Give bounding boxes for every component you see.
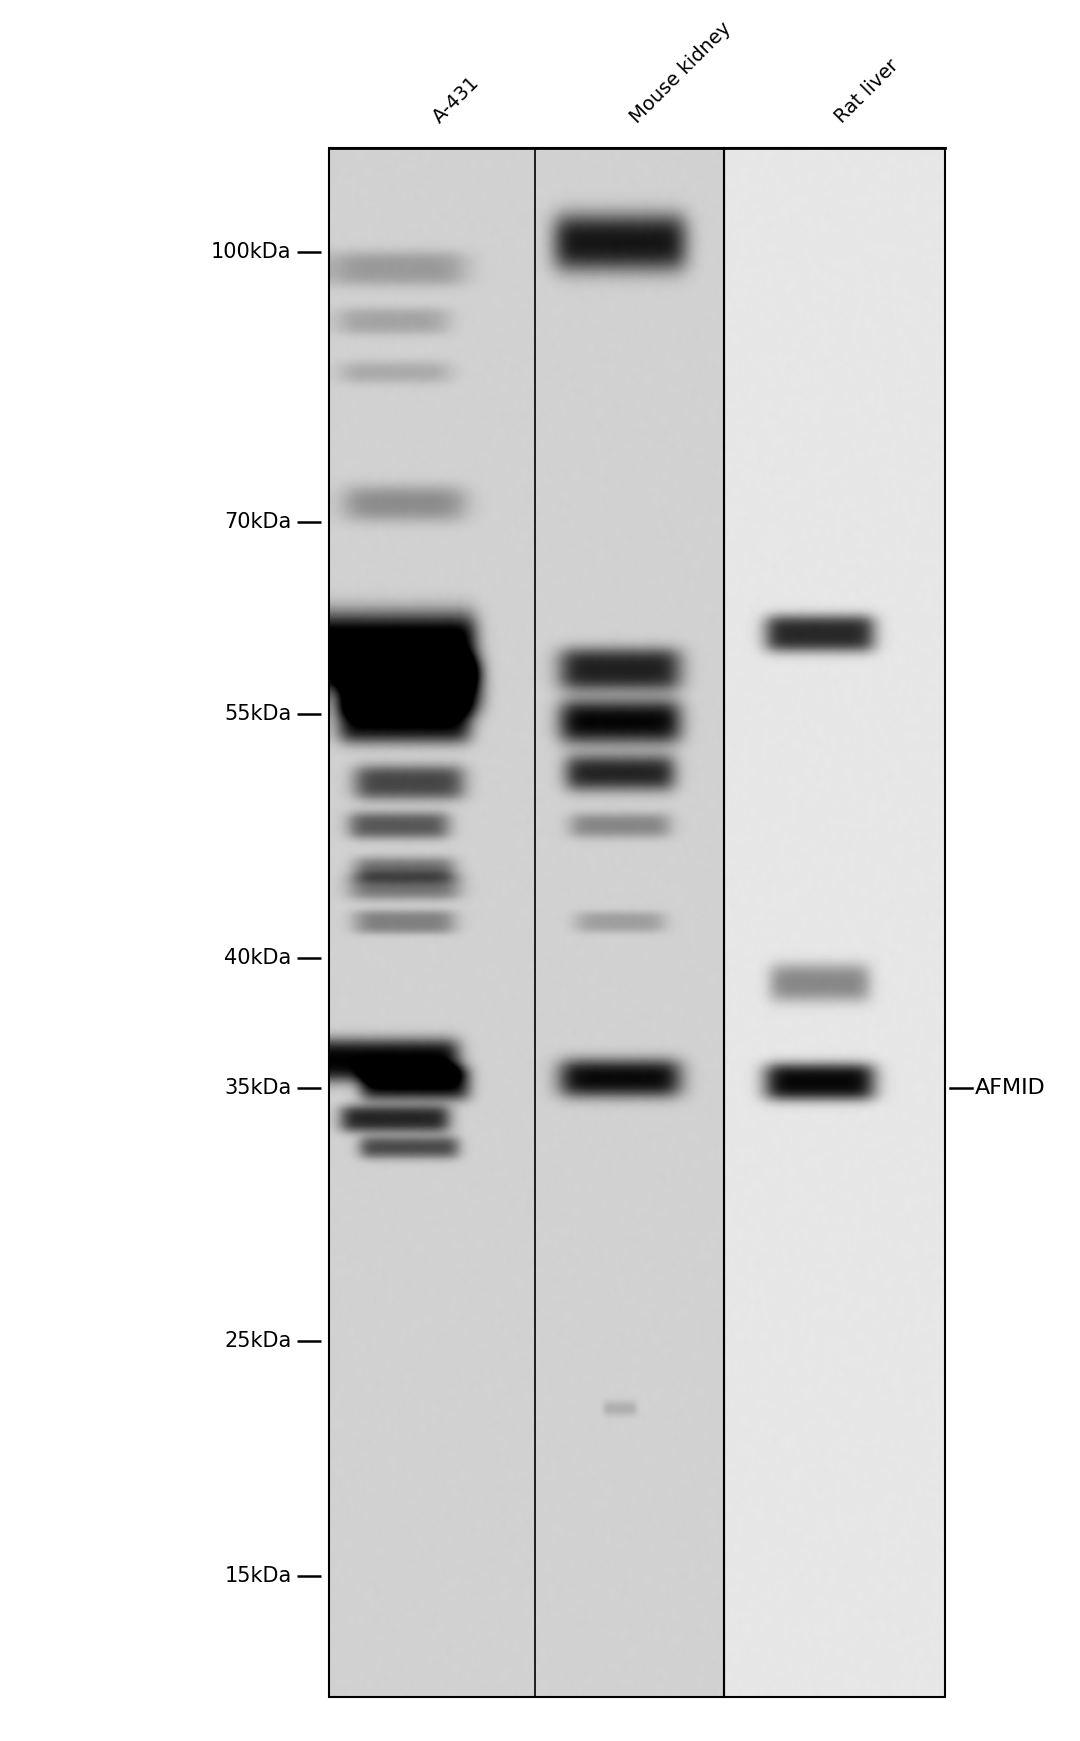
Text: 15kDa: 15kDa xyxy=(225,1565,292,1586)
Bar xyxy=(724,148,945,1697)
Text: 70kDa: 70kDa xyxy=(225,512,292,533)
Bar xyxy=(329,148,724,1697)
Text: Mouse kidney: Mouse kidney xyxy=(626,19,734,127)
Text: 35kDa: 35kDa xyxy=(225,1078,292,1099)
Text: 100kDa: 100kDa xyxy=(211,242,292,263)
Text: 55kDa: 55kDa xyxy=(225,703,292,724)
Text: 25kDa: 25kDa xyxy=(225,1330,292,1351)
Text: Rat liver: Rat liver xyxy=(832,56,903,127)
Text: AFMID: AFMID xyxy=(975,1078,1047,1099)
Text: A-431: A-431 xyxy=(430,73,483,127)
Text: 40kDa: 40kDa xyxy=(225,947,292,968)
